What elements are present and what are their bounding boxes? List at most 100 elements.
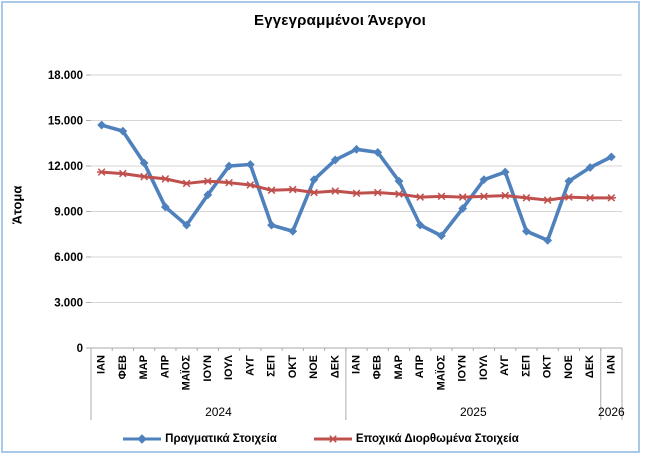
data-point-diamond <box>564 176 574 186</box>
star-stroke <box>310 188 318 197</box>
y-tick-label: 18.000 <box>48 70 83 82</box>
x-tick-label: ΣΕΠ <box>520 355 532 377</box>
y-tick-label: 3.000 <box>54 298 83 310</box>
data-point-diamond <box>500 167 510 177</box>
year-label: 2024 <box>205 405 232 419</box>
data-point-star <box>500 191 510 200</box>
x-tick-label: ΜΑΪΟΣ <box>434 355 447 391</box>
star-stroke <box>288 185 297 194</box>
data-point-diamond <box>224 161 234 171</box>
x-tick-label: ΑΠΡ <box>159 355 171 378</box>
data-point-diamond <box>160 202 170 212</box>
legend: Πραγματικά Στοιχεία Εποχικά Διορθωμένα Σ… <box>2 433 639 445</box>
x-tick-label: ΦΕΒ <box>372 355 384 379</box>
star-stroke <box>501 191 510 200</box>
x-tick-label: ΔΕΚ <box>329 355 341 378</box>
data-point-diamond <box>543 235 553 245</box>
data-point-star <box>436 192 447 201</box>
star-stroke <box>203 177 212 185</box>
y-tick-label: 15.000 <box>48 116 83 128</box>
x-tick-label: ΑΥΓ <box>499 355 511 376</box>
data-point-diamond <box>437 231 446 241</box>
data-point-diamond <box>458 204 468 213</box>
data-point-star <box>181 179 192 188</box>
chart-frame <box>1 1 640 453</box>
data-point-star <box>97 168 107 176</box>
x-tick-label: ΙΟΥΝ <box>457 355 469 382</box>
star-stroke <box>395 190 403 198</box>
star-stroke <box>267 186 276 195</box>
x-tick-label: ΜΑΪΟΣ <box>180 355 193 391</box>
x-tick-label: ΙΟΥΝ <box>202 355 214 382</box>
year-label: 2025 <box>460 405 487 419</box>
star-stroke <box>586 194 594 202</box>
data-point-star <box>585 194 595 202</box>
data-point-star <box>458 193 468 201</box>
data-point-star <box>564 193 574 201</box>
data-point-diamond <box>394 176 404 186</box>
data-point-diamond <box>522 226 531 236</box>
legend-item-actual: Πραγματικά Στοιχεία <box>122 433 277 445</box>
star-stroke <box>97 168 106 176</box>
x-tick-label: ΙΑΝ <box>96 355 108 374</box>
legend-marker-adjusted-icon <box>313 435 352 443</box>
x-tick-label: ΑΥΓ <box>244 355 256 376</box>
x-tick-label: ΔΕΚ <box>584 355 596 378</box>
data-point-star <box>330 187 340 195</box>
x-tick-label: ΙΟΥΛ <box>478 354 490 380</box>
x-tick-label: ΜΑΡ <box>393 355 405 379</box>
data-point-diamond <box>182 220 191 230</box>
legend-marker-actual-icon <box>123 434 162 444</box>
data-point-star <box>160 175 170 183</box>
x-tick-label: ΦΕΒ <box>117 355 129 379</box>
series-line-adjusted <box>100 170 613 202</box>
star-stroke <box>543 196 552 204</box>
legend-label-actual: Πραγματικά Στοιχεία <box>165 433 277 445</box>
x-tick-label: ΙΟΥΛ <box>223 354 235 380</box>
data-point-star <box>521 194 532 202</box>
star-stroke <box>437 192 446 201</box>
star-stroke <box>607 194 616 202</box>
data-point-star <box>266 186 277 195</box>
data-point-star <box>415 193 425 201</box>
y-tick-label: 12.000 <box>48 161 83 173</box>
chart-title: Εγγεγραμμένοι Άνεργοι <box>254 12 426 29</box>
data-point-star <box>351 189 362 198</box>
data-point-diamond <box>352 144 361 154</box>
star-stroke <box>522 194 531 202</box>
data-point-diamond <box>245 160 255 169</box>
star-stroke <box>225 178 233 187</box>
star-stroke <box>331 187 340 195</box>
star-stroke <box>161 175 170 183</box>
x-tick-label: ΟΚΤ <box>287 355 299 379</box>
star-stroke <box>246 181 255 189</box>
data-point-star <box>373 188 383 197</box>
y-tick-label: 0 <box>77 343 83 355</box>
star-stroke <box>458 193 467 201</box>
x-tick-label: ΙΑΝ <box>605 355 617 374</box>
data-point-star <box>203 177 213 185</box>
data-point-star <box>288 185 298 194</box>
star-stroke <box>373 188 382 197</box>
data-point-star <box>479 192 489 201</box>
x-tick-label: ΙΑΝ <box>351 355 363 374</box>
data-point-star <box>245 181 255 189</box>
data-point-diamond <box>139 158 149 168</box>
data-point-star <box>543 196 553 204</box>
data-point-star <box>394 190 404 198</box>
data-point-star <box>606 194 616 202</box>
star-stroke <box>182 179 191 188</box>
star-stroke <box>565 193 573 201</box>
data-point-diamond <box>415 220 425 230</box>
data-point-diamond <box>97 120 107 130</box>
data-point-diamond <box>479 175 489 185</box>
data-point-star <box>139 172 149 181</box>
data-point-star <box>309 188 319 197</box>
legend-label-adjusted: Εποχικά Διορθωμένα Στοιχεία <box>355 433 519 445</box>
star-stroke <box>119 169 127 178</box>
x-tick-label: ΝΟΕ <box>308 355 320 379</box>
data-point-diamond <box>118 126 128 136</box>
data-point-star <box>118 169 128 178</box>
data-point-diamond <box>585 163 595 172</box>
data-point-diamond <box>267 220 276 230</box>
